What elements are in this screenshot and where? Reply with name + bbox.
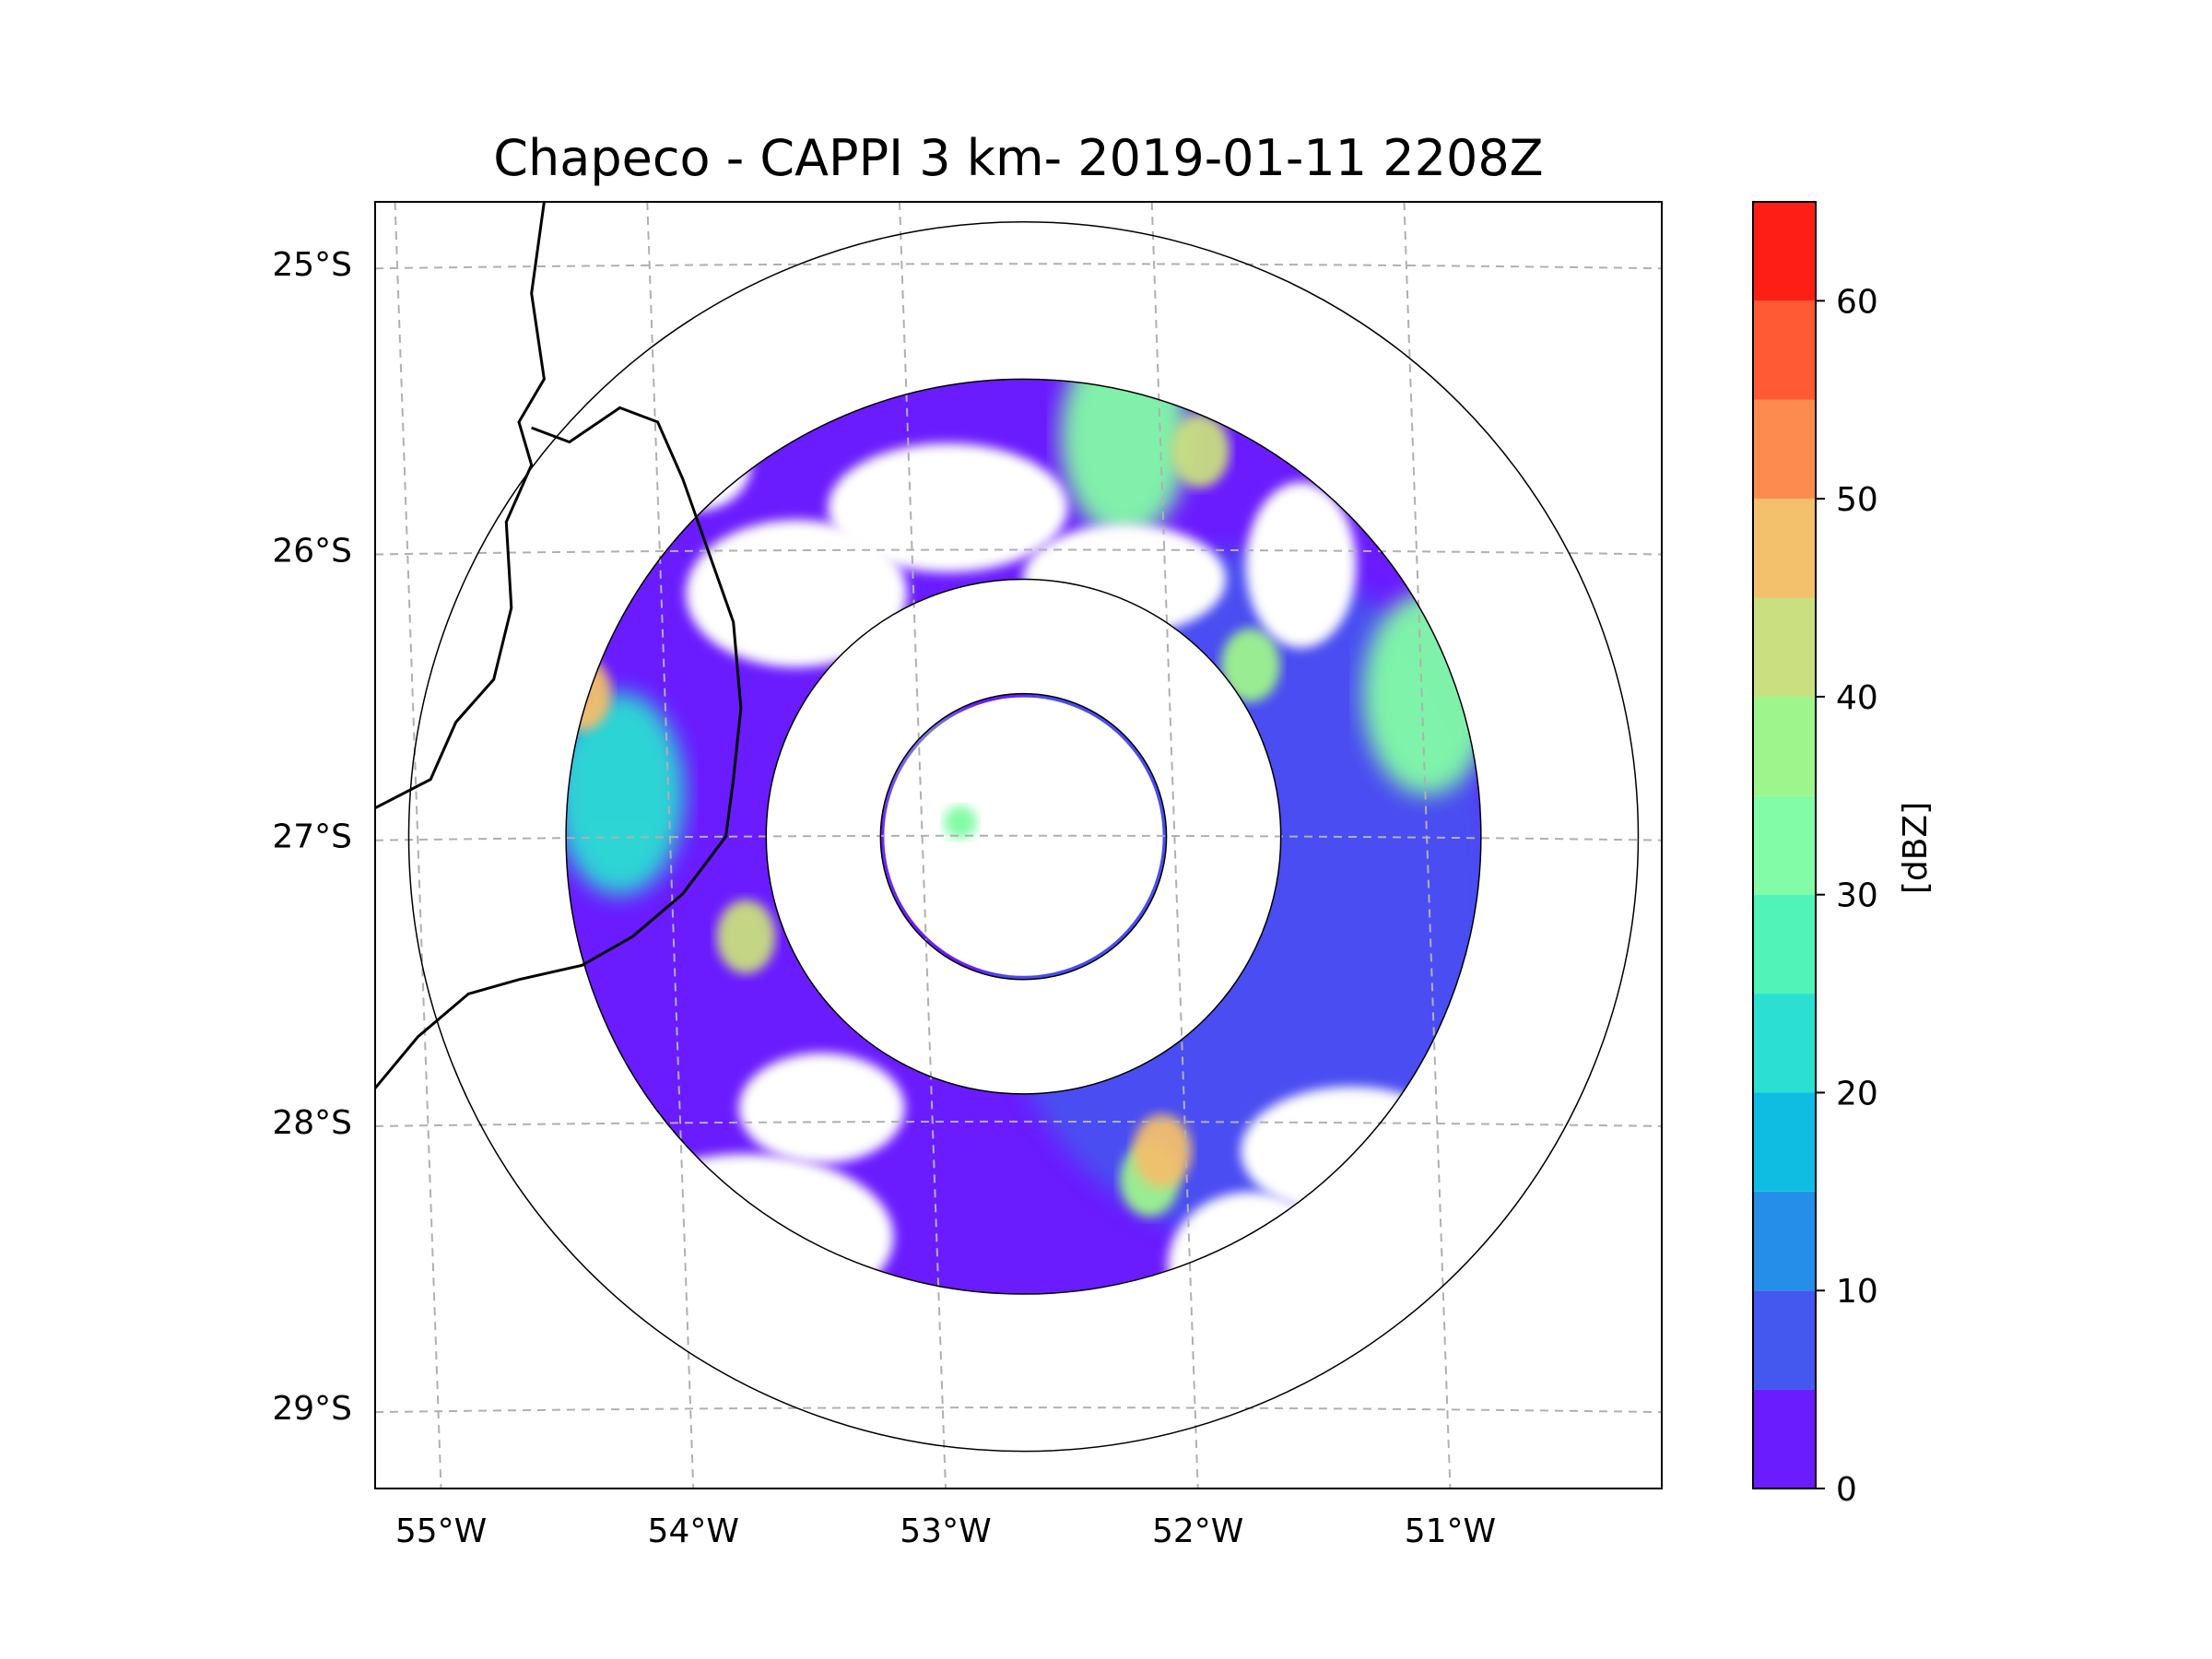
x-tick-label: 52°W (1152, 1512, 1243, 1550)
colorbar-segment (1753, 1389, 1816, 1488)
y-tick-label: 28°S (272, 1104, 352, 1142)
y-axis-ticks: 25°S 26°S 27°S 28°S 29°S (272, 246, 352, 1428)
colorbar-tick-label: 60 (1836, 283, 1878, 321)
coverage-gap-1 (828, 442, 1068, 572)
echo-region-ne-cell (1220, 628, 1280, 702)
x-tick-label: 55°W (395, 1512, 487, 1550)
x-axis-ticks: 55°W 54°W 53°W 52°W 51°W (395, 1512, 1496, 1550)
colorbar-segment (1753, 1191, 1816, 1291)
range-ring (765, 578, 1282, 1095)
colorbar-tick-label: 20 (1836, 1075, 1878, 1112)
colorbar: 0 10 20 30 40 50 60 (1752, 201, 1878, 1509)
meridian-line (1403, 202, 1452, 1488)
echo-region-west-core-2 (716, 900, 776, 974)
colorbar-segment (1753, 1290, 1816, 1390)
parallel-line (375, 834, 1662, 841)
meridian-line (394, 202, 442, 1488)
range-ring (879, 692, 1168, 981)
meridian-line (1150, 202, 1199, 1488)
colorbar-tick-label: 40 (1836, 679, 1878, 717)
x-tick-label: 53°W (900, 1512, 991, 1550)
coverage-gap-2 (686, 520, 908, 668)
colorbar-segment (1753, 1092, 1816, 1192)
range-ring (565, 378, 1482, 1295)
colorbar-segment (1753, 696, 1816, 796)
border-line-2 (375, 406, 743, 1089)
x-tick-label: 54°W (648, 1512, 739, 1550)
colorbar-segment (1753, 399, 1816, 500)
coverage-gap-5 (738, 1053, 905, 1164)
y-tick-label: 29°S (272, 1390, 352, 1428)
map-frame (374, 201, 1663, 1489)
inner-clear-zone (884, 697, 1163, 976)
echo-region-north-core (1171, 413, 1230, 488)
parallel-line (375, 1120, 1662, 1127)
gridlines (375, 202, 1662, 1488)
meridian-line (898, 202, 947, 1488)
colorbar-segment (1753, 894, 1816, 994)
colorbar-frame (1752, 201, 1817, 1489)
x-tick-label: 51°W (1405, 1512, 1496, 1550)
colorbar-segment (1753, 994, 1816, 1093)
border-line-1 (375, 202, 546, 810)
inner-echo-cell (944, 806, 978, 840)
colorbar-label: [dBZ] (1897, 802, 1935, 894)
chart-title: Chapeco - CAPPI 3 km- 2019-01-11 2208Z (493, 129, 1543, 187)
y-tick-label: 25°S (272, 246, 352, 284)
meridian-line (646, 202, 695, 1488)
colorbar-tick-label: 30 (1836, 877, 1878, 915)
parallel-line (375, 548, 1662, 556)
colorbar-segment (1753, 300, 1816, 400)
parallel-line (375, 1406, 1662, 1414)
range-rings (407, 220, 1640, 1453)
range-ring (407, 220, 1640, 1453)
colorbar-segment (1753, 597, 1816, 697)
y-tick-label: 26°S (272, 532, 352, 570)
map-area (375, 202, 1662, 1488)
colorbar-tick-label: 50 (1836, 481, 1878, 519)
colorbar-tick-label: 0 (1836, 1471, 1857, 1509)
parallel-line (375, 263, 1662, 270)
colorbar-segment (1753, 499, 1816, 598)
echo-region-south-line-core (1133, 1113, 1193, 1188)
y-tick-label: 27°S (272, 818, 352, 856)
colorbar-segment (1753, 202, 1816, 301)
echo-region-west-strong-band (566, 692, 685, 896)
colorbar-tick-label: 10 (1836, 1273, 1878, 1311)
country-borders (375, 202, 743, 1089)
colorbar-segment (1753, 795, 1816, 895)
coverage-gap-4 (1245, 481, 1357, 648)
